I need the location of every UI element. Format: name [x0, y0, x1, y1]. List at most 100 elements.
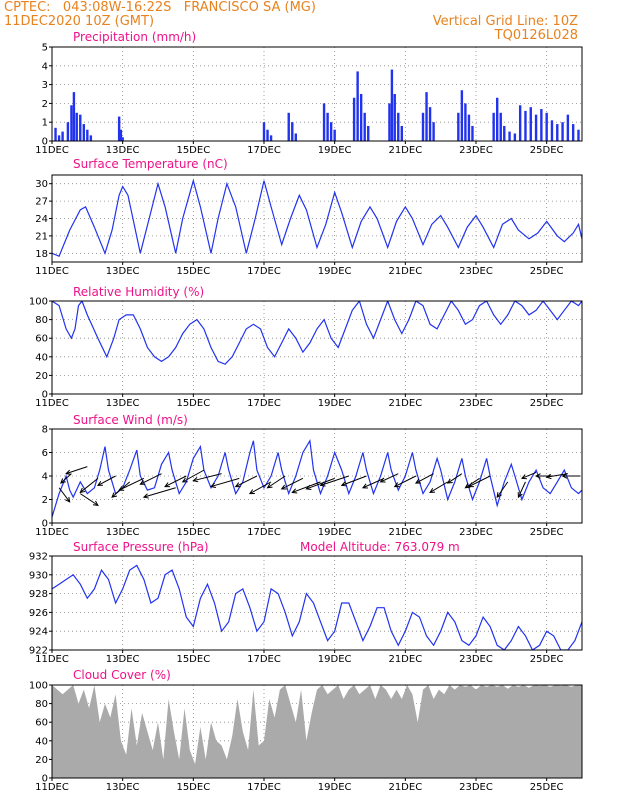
xtick-label-2: 15DEC	[176, 266, 210, 277]
precip-bar-42	[471, 125, 474, 141]
ytick-label-0: 0	[42, 390, 48, 401]
precip-bar-58	[566, 114, 570, 141]
precip-bar-32	[397, 112, 400, 141]
precip-bar-29	[388, 103, 391, 141]
wind-vector-19	[305, 477, 335, 490]
wind-vector-24	[393, 475, 417, 488]
wind-vector-25	[414, 473, 434, 484]
precip-bar-24	[352, 97, 356, 141]
precip-bar-6	[75, 112, 78, 141]
wind-vector-18	[291, 481, 321, 494]
model-altitude-label: Model Altitude: 763.079 m	[300, 540, 460, 554]
precip-bar-1	[57, 135, 61, 141]
xtick-label-0: 11DEC	[35, 654, 69, 665]
chart-panel-5: 922 924 926 928 930 932 11DEC 13DEC 15DEC 17DEC 19…	[29, 540, 583, 665]
wind-vector-head	[561, 473, 568, 479]
header-grid-line: Vertical Grid Line: 10Z	[432, 14, 578, 29]
xtick-label-1: 13DEC	[106, 398, 140, 409]
wind-vector-13	[209, 477, 240, 489]
precip-bar-59	[571, 124, 575, 141]
ytick-label-0: 0	[42, 519, 48, 530]
plot-area	[52, 564, 582, 650]
precip-bar-55	[550, 120, 554, 141]
plot-area	[52, 685, 582, 778]
ytick-label-1: 2	[42, 495, 48, 506]
precip-bar-40	[464, 103, 467, 141]
series-line-4	[52, 438, 582, 518]
xtick-label-7: 25DEC	[530, 398, 564, 409]
xtick-label-5: 21DEC	[388, 398, 422, 409]
wind-vector-head	[164, 482, 171, 488]
wind-vector-shaft	[182, 469, 205, 483]
chart-panel-2: 18 21 24 27 30 11DEC 13DEC 15DEC 17DEC 19DEC 21DEC…	[35, 157, 583, 277]
ytick-label-3: 6	[42, 448, 48, 459]
ytick-label-3: 27	[35, 197, 48, 208]
xtick-label-3: 17DEC	[247, 654, 281, 665]
wind-vector-shaft	[429, 481, 448, 493]
wind-vector-head	[534, 473, 541, 479]
wind-vector-head	[139, 479, 146, 485]
precip-bar-56	[556, 124, 559, 141]
wind-vector-shaft	[164, 475, 187, 488]
wind-vector-head	[142, 493, 149, 499]
xtick-label-7: 25DEC	[530, 266, 564, 277]
wind-vector-20	[319, 475, 349, 487]
wind-vector-head	[467, 482, 474, 488]
xtick-label-1: 13DEC	[106, 654, 140, 665]
wind-vector-head	[520, 474, 527, 480]
precip-bar-26	[359, 94, 363, 141]
wind-vector-shaft	[79, 493, 99, 506]
plot-area	[54, 69, 580, 141]
ytick-label-4: 8	[42, 425, 48, 436]
xtick-label-3: 17DEC	[247, 398, 281, 409]
xtick-label-5: 21DEC	[388, 145, 422, 156]
precip-bar-48	[513, 133, 517, 141]
wind-vector-shaft	[306, 477, 335, 490]
wind-vector-10	[164, 475, 187, 488]
precip-bar-57	[561, 122, 564, 141]
xtick-label-6: 23DEC	[459, 266, 493, 277]
xtick-label-6: 23DEC	[459, 654, 493, 665]
precip-bar-4	[70, 105, 73, 141]
ytick-label-0: 18	[35, 249, 48, 260]
ytick-label-5: 100	[29, 297, 48, 308]
wind-vector-23	[379, 473, 399, 483]
chart-panel-6: 0 20 40 60 80 100 11DEC 13DEC 15DEC 17DEC 19DEC 21D…	[29, 668, 583, 793]
plot-area	[52, 438, 582, 518]
wind-vector-0	[58, 487, 71, 503]
wind-vector-4	[79, 477, 99, 494]
wind-vector-head	[496, 492, 502, 499]
wind-vector-34	[545, 473, 568, 480]
wind-vector-shaft	[65, 466, 88, 475]
precip-bar-13	[121, 137, 124, 141]
chart-panel-3: 0 20 40 60 80 100 11DEC 13DEC 15DEC 17DEC 19DEC 21D…	[29, 285, 583, 409]
precip-bar-27	[363, 112, 366, 141]
ytick-label-2: 2	[42, 99, 48, 110]
precip-bar-60	[577, 129, 580, 141]
xtick-label-3: 17DEC	[247, 782, 281, 793]
wind-vector-head	[446, 478, 453, 484]
wind-vector-5	[96, 475, 116, 486]
header-init-time: 11DEC2020 10Z (GMT)	[4, 14, 155, 29]
precip-bar-31	[393, 94, 396, 141]
wind-vector-14	[234, 475, 258, 488]
precip-bar-20	[322, 103, 326, 141]
xtick-label-2: 15DEC	[176, 398, 210, 409]
wind-vector-head	[280, 484, 287, 490]
plot-frame	[51, 300, 583, 395]
ytick-label-4: 930	[29, 570, 48, 581]
wind-vector-head	[414, 478, 421, 484]
wind-vector-8	[139, 473, 162, 485]
panel-title-5: Surface Pressure (hPa)	[73, 540, 209, 554]
xtick-label-3: 17DEC	[247, 527, 281, 538]
wind-vector-shaft	[143, 487, 176, 498]
wind-vector-shaft	[521, 472, 537, 479]
precip-bar-25	[356, 71, 359, 141]
wind-vector-shaft	[362, 477, 385, 489]
precip-bar-34	[421, 112, 425, 141]
ytick-label-1: 20	[35, 755, 48, 766]
wind-vector-head	[340, 481, 347, 487]
wind-vector-shaft	[546, 473, 568, 478]
wind-vector-head	[79, 487, 86, 494]
